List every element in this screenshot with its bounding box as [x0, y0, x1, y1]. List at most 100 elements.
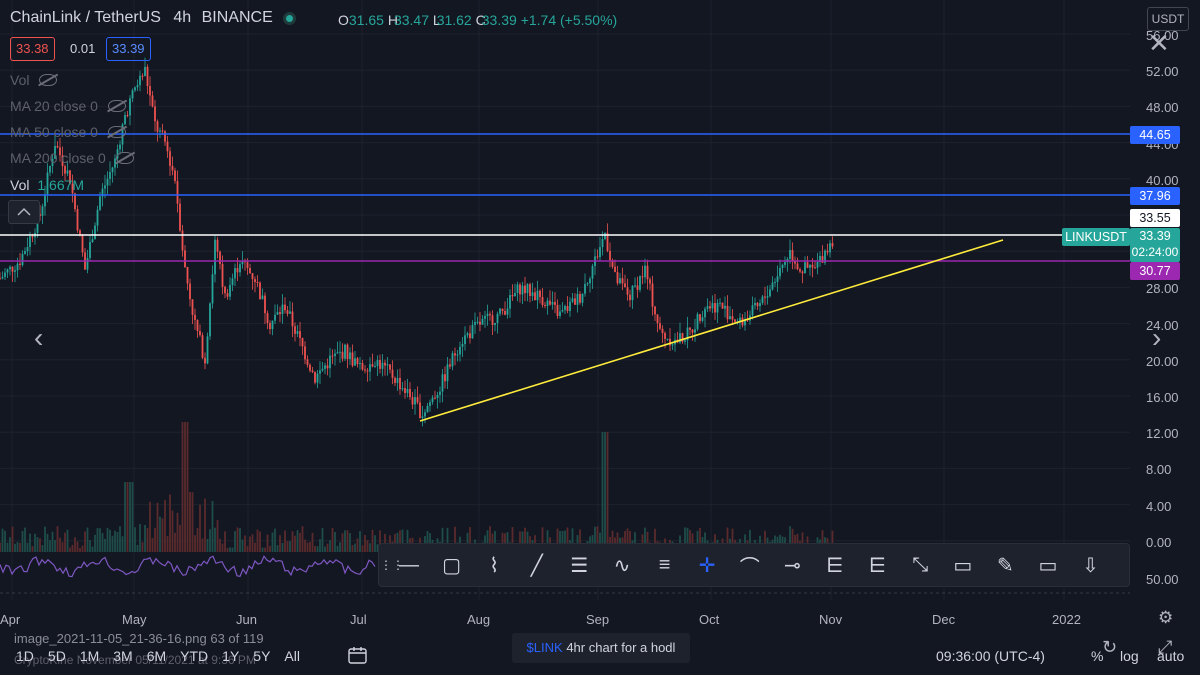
crosshair-icon[interactable]: ✛ — [698, 554, 716, 577]
pitchfork-icon[interactable]: ⋿ — [826, 554, 844, 577]
price-axis-tick: 40.00 — [1146, 172, 1179, 188]
candlestick-series — [0, 57, 834, 427]
brush-icon[interactable]: ⌒ — [739, 556, 760, 579]
hidden-eye-icon[interactable] — [107, 100, 126, 112]
indicator-ma200[interactable]: MA 200 close 0 — [10, 150, 134, 166]
price-axis-tick: 20.00 — [1146, 353, 1179, 369]
exchange-label: BINANCE — [201, 9, 273, 26]
price-axis-tick: 56.00 — [1146, 28, 1179, 43]
price-axis-tick: 24.00 — [1146, 317, 1179, 333]
horizontal-ray-icon[interactable]: — — [399, 553, 419, 576]
price-tag-33-55: 33.55 — [1130, 209, 1180, 227]
scroll-right-icon[interactable]: › — [1152, 322, 1162, 353]
timeframe-ytd[interactable]: YTD — [180, 648, 209, 664]
spread-value: 0.01 — [70, 41, 96, 56]
indicator-vol[interactable]: Vol — [10, 72, 58, 88]
timeframe-5y[interactable]: 5Y — [253, 648, 271, 664]
time-axis-tick: Aug — [467, 612, 491, 627]
gann-box-icon[interactable]: ⋿ — [868, 554, 887, 577]
timeframe-all[interactable]: All — [284, 648, 300, 664]
bar-countdown: 02:24:00 — [1131, 245, 1179, 259]
ohlc-values: O31.65 H33.47 L31.62 C33.39 +1.74 (+5.50… — [338, 12, 617, 28]
watermark-file: image_2021-11-05_21-36-16.png 63 of 119 — [14, 631, 264, 646]
price-tag-30-77: 30.77 — [1130, 262, 1180, 280]
price-tag-37-96: 37.96 — [1130, 187, 1180, 205]
settings-gear-icon[interactable]: ⚙ — [1158, 608, 1174, 627]
timeframe-3m[interactable]: 3M — [113, 648, 133, 664]
note-icon[interactable]: ▭ — [1038, 554, 1058, 577]
hidden-eye-icon[interactable] — [107, 126, 126, 138]
horizontal-line-icon[interactable]: ⊸ — [784, 554, 801, 577]
symbol-price-label: LINKUSDT — [1062, 228, 1130, 246]
interval-label[interactable]: 4h — [173, 9, 192, 26]
percent-toggle[interactable]: % — [1091, 648, 1104, 664]
timeframe-6m[interactable]: 6M — [146, 648, 167, 664]
timeframe-1d[interactable]: 1D — [16, 648, 34, 664]
highlighter-icon[interactable]: ✎ — [997, 554, 1014, 577]
auto-toggle[interactable]: auto — [1157, 648, 1185, 664]
buy-price-box[interactable]: 33.39 — [106, 37, 151, 61]
log-toggle[interactable]: log — [1120, 648, 1139, 664]
caption-ticker: $LINK — [526, 640, 563, 655]
close-label: C — [475, 12, 486, 28]
price-axis-tick: 12.00 — [1146, 426, 1179, 442]
price-axis-tick: 28.00 — [1146, 281, 1179, 297]
price-axis-tick: 4.00 — [1146, 498, 1172, 514]
timeframe-1m[interactable]: 1M — [79, 648, 100, 664]
caption-text: 4hr chart for a hodl — [566, 640, 676, 655]
indicator-ma50[interactable]: MA 50 close 0 — [10, 124, 126, 140]
clock-timezone[interactable]: 09:36:00 (UTC-4) — [936, 648, 1045, 664]
drag-handle-icon[interactable]: ⋮⋮ — [380, 558, 404, 572]
time-axis-tick: Dec — [932, 612, 956, 627]
price-axis-tick: 48.00 — [1146, 100, 1179, 116]
timeframe-5d[interactable]: 5D — [47, 648, 66, 664]
calendar-icon[interactable] — [348, 646, 368, 669]
timeframe-bar: 1D 5D 1M 3M 6M YTD 1Y 5Y All — [16, 648, 314, 664]
low-value: 31.62 — [436, 12, 472, 28]
volume-bars — [0, 422, 834, 552]
currency-label[interactable]: USDT — [1147, 7, 1189, 31]
drawing-toolbar: ⋮⋮ — ▢ ⌇ ╱ ☰ ∿ ≡ ✛ ⌒ ⊸ ⋿ ⋿ ⤡ ▭ ✎ ▭ ⇩ — [378, 543, 1130, 587]
time-axis-tick: Sep — [586, 612, 610, 627]
chevron-up-icon — [17, 207, 31, 216]
scroll-left-icon[interactable]: ‹ — [34, 322, 44, 353]
price-axis-tick: 0.00 — [1146, 534, 1172, 550]
collapse-legend-button[interactable] — [8, 200, 40, 224]
change-value: +1.74 (+5.50%) — [520, 12, 618, 28]
timeframe-1y[interactable]: 1Y — [222, 648, 240, 664]
time-axis-tick: Oct — [699, 612, 720, 627]
time-axis-tick: Apr — [0, 612, 21, 627]
symbol-header[interactable]: ChainLink / TetherUS 4h BINANCE — [10, 9, 310, 27]
symbol-name[interactable]: ChainLink / TetherUS — [10, 9, 161, 26]
trend-line-icon[interactable]: ╱ — [530, 554, 543, 577]
open-value: 31.65 — [348, 12, 384, 28]
path-icon[interactable]: ⌇ — [489, 554, 500, 577]
hidden-eye-icon[interactable] — [115, 152, 134, 164]
rotate-icon[interactable]: ↻ — [1102, 637, 1118, 657]
rectangle-icon[interactable]: ▢ — [442, 554, 462, 577]
hidden-eye-icon[interactable] — [39, 74, 58, 86]
measure-icon[interactable]: ⤡ — [912, 553, 929, 576]
callout-icon[interactable]: ▭ — [953, 554, 973, 577]
rsi-line — [0, 555, 376, 578]
close-icon[interactable]: ✕ — [1148, 28, 1170, 58]
price-tag-44-65: 44.65 — [1130, 126, 1180, 144]
parallel-channel-icon[interactable]: ≡ — [658, 553, 671, 576]
arrow-down-icon[interactable]: ⇩ — [1082, 554, 1099, 577]
close-value: 33.39 — [481, 12, 517, 28]
time-axis-tick: 2022 — [1052, 612, 1081, 627]
price-axis-tick: 8.00 — [1146, 462, 1172, 478]
indicator-volume[interactable]: Vol 1.667M — [10, 177, 85, 193]
expand-icon[interactable]: ⤢ — [1158, 637, 1173, 657]
indicator-ma20[interactable]: MA 20 close 0 — [10, 98, 126, 114]
image-caption: $LINK 4hr chart for a hodl — [512, 633, 690, 663]
curve-icon[interactable]: ∿ — [613, 554, 631, 577]
volume-value: 1.667M — [37, 177, 85, 193]
fib-retracement-icon[interactable]: ☰ — [570, 554, 589, 577]
time-axis-tick: May — [122, 612, 147, 627]
price-axis-tick: 52.00 — [1146, 64, 1179, 80]
rsi-axis-tick: 50.00 — [1146, 572, 1179, 587]
sell-price-box[interactable]: 33.38 — [10, 37, 55, 61]
last-price-value: 33.39 — [1139, 229, 1171, 243]
